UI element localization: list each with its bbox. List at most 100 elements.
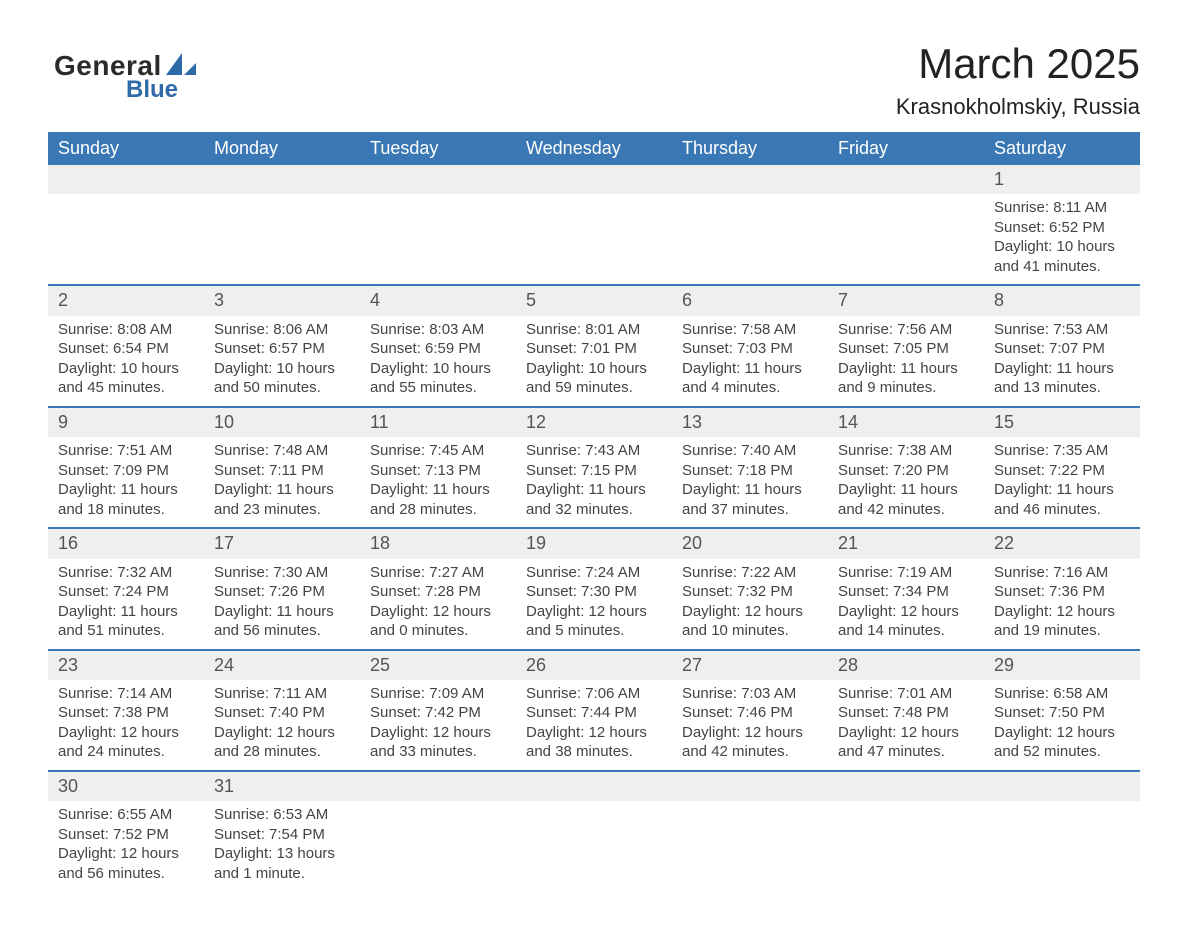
day-number bbox=[828, 165, 984, 194]
day-number: 28 bbox=[828, 650, 984, 680]
day-details bbox=[516, 801, 672, 891]
day-details bbox=[360, 801, 516, 891]
day-number: 9 bbox=[48, 407, 204, 437]
day-number bbox=[984, 771, 1140, 801]
day-details: Sunrise: 7:16 AMSunset: 7:36 PMDaylight:… bbox=[984, 559, 1140, 650]
day-details: Sunrise: 8:06 AMSunset: 6:57 PMDaylight:… bbox=[204, 316, 360, 407]
day-number bbox=[516, 771, 672, 801]
day-details: Sunrise: 7:06 AMSunset: 7:44 PMDaylight:… bbox=[516, 680, 672, 771]
day-number: 5 bbox=[516, 285, 672, 315]
column-header: Wednesday bbox=[516, 132, 672, 165]
day-number: 2 bbox=[48, 285, 204, 315]
title-block: March 2025 Krasnokholmskiy, Russia bbox=[896, 40, 1140, 120]
day-details: Sunrise: 7:01 AMSunset: 7:48 PMDaylight:… bbox=[828, 680, 984, 771]
day-number: 16 bbox=[48, 528, 204, 558]
day-number: 1 bbox=[984, 165, 1140, 194]
day-details: Sunrise: 7:38 AMSunset: 7:20 PMDaylight:… bbox=[828, 437, 984, 528]
day-details: Sunrise: 7:14 AMSunset: 7:38 PMDaylight:… bbox=[48, 680, 204, 771]
day-details bbox=[360, 194, 516, 285]
day-number: 30 bbox=[48, 771, 204, 801]
column-header: Thursday bbox=[672, 132, 828, 165]
day-number: 26 bbox=[516, 650, 672, 680]
day-details: Sunrise: 7:32 AMSunset: 7:24 PMDaylight:… bbox=[48, 559, 204, 650]
day-details: Sunrise: 7:19 AMSunset: 7:34 PMDaylight:… bbox=[828, 559, 984, 650]
day-number: 23 bbox=[48, 650, 204, 680]
daynum-row: 23242526272829 bbox=[48, 650, 1140, 680]
column-header: Saturday bbox=[984, 132, 1140, 165]
day-number: 8 bbox=[984, 285, 1140, 315]
day-details bbox=[828, 801, 984, 891]
day-details bbox=[672, 194, 828, 285]
day-details: Sunrise: 6:58 AMSunset: 7:50 PMDaylight:… bbox=[984, 680, 1140, 771]
day-number: 7 bbox=[828, 285, 984, 315]
day-details: Sunrise: 8:03 AMSunset: 6:59 PMDaylight:… bbox=[360, 316, 516, 407]
daynum-row: 3031 bbox=[48, 771, 1140, 801]
day-number: 6 bbox=[672, 285, 828, 315]
daynum-row: 9101112131415 bbox=[48, 407, 1140, 437]
day-number: 3 bbox=[204, 285, 360, 315]
day-details: Sunrise: 7:22 AMSunset: 7:32 PMDaylight:… bbox=[672, 559, 828, 650]
column-header: Friday bbox=[828, 132, 984, 165]
details-row: Sunrise: 7:14 AMSunset: 7:38 PMDaylight:… bbox=[48, 680, 1140, 771]
column-header: Tuesday bbox=[360, 132, 516, 165]
details-row: Sunrise: 7:51 AMSunset: 7:09 PMDaylight:… bbox=[48, 437, 1140, 528]
day-details: Sunrise: 7:30 AMSunset: 7:26 PMDaylight:… bbox=[204, 559, 360, 650]
day-details: Sunrise: 6:55 AMSunset: 7:52 PMDaylight:… bbox=[48, 801, 204, 891]
day-details bbox=[516, 194, 672, 285]
day-details: Sunrise: 6:53 AMSunset: 7:54 PMDaylight:… bbox=[204, 801, 360, 891]
details-row: Sunrise: 6:55 AMSunset: 7:52 PMDaylight:… bbox=[48, 801, 1140, 891]
day-details bbox=[204, 194, 360, 285]
day-number: 27 bbox=[672, 650, 828, 680]
day-details: Sunrise: 7:56 AMSunset: 7:05 PMDaylight:… bbox=[828, 316, 984, 407]
day-number bbox=[516, 165, 672, 194]
logo: General Blue bbox=[54, 50, 196, 104]
calendar-header-row: Sunday Monday Tuesday Wednesday Thursday… bbox=[48, 132, 1140, 165]
day-number: 29 bbox=[984, 650, 1140, 680]
day-details: Sunrise: 8:01 AMSunset: 7:01 PMDaylight:… bbox=[516, 316, 672, 407]
page-subtitle: Krasnokholmskiy, Russia bbox=[896, 94, 1140, 120]
day-number bbox=[360, 771, 516, 801]
day-details: Sunrise: 7:51 AMSunset: 7:09 PMDaylight:… bbox=[48, 437, 204, 528]
day-details: Sunrise: 7:48 AMSunset: 7:11 PMDaylight:… bbox=[204, 437, 360, 528]
day-details: Sunrise: 7:09 AMSunset: 7:42 PMDaylight:… bbox=[360, 680, 516, 771]
daynum-row: 1 bbox=[48, 165, 1140, 194]
day-details: Sunrise: 7:35 AMSunset: 7:22 PMDaylight:… bbox=[984, 437, 1140, 528]
details-row: Sunrise: 8:11 AMSunset: 6:52 PMDaylight:… bbox=[48, 194, 1140, 285]
day-number: 24 bbox=[204, 650, 360, 680]
daynum-row: 16171819202122 bbox=[48, 528, 1140, 558]
column-header: Monday bbox=[204, 132, 360, 165]
day-details: Sunrise: 7:03 AMSunset: 7:46 PMDaylight:… bbox=[672, 680, 828, 771]
day-details: Sunrise: 7:27 AMSunset: 7:28 PMDaylight:… bbox=[360, 559, 516, 650]
day-number: 31 bbox=[204, 771, 360, 801]
logo-text-blue: Blue bbox=[126, 76, 178, 104]
column-header: Sunday bbox=[48, 132, 204, 165]
day-number: 25 bbox=[360, 650, 516, 680]
day-number bbox=[48, 165, 204, 194]
day-number: 13 bbox=[672, 407, 828, 437]
day-details: Sunrise: 7:24 AMSunset: 7:30 PMDaylight:… bbox=[516, 559, 672, 650]
day-number bbox=[360, 165, 516, 194]
day-details: Sunrise: 8:08 AMSunset: 6:54 PMDaylight:… bbox=[48, 316, 204, 407]
day-details: Sunrise: 7:40 AMSunset: 7:18 PMDaylight:… bbox=[672, 437, 828, 528]
day-number bbox=[204, 165, 360, 194]
day-number: 11 bbox=[360, 407, 516, 437]
day-number: 14 bbox=[828, 407, 984, 437]
day-details bbox=[48, 194, 204, 285]
day-number: 19 bbox=[516, 528, 672, 558]
page-title: March 2025 bbox=[896, 40, 1140, 88]
day-number: 12 bbox=[516, 407, 672, 437]
day-details: Sunrise: 7:45 AMSunset: 7:13 PMDaylight:… bbox=[360, 437, 516, 528]
day-details: Sunrise: 7:11 AMSunset: 7:40 PMDaylight:… bbox=[204, 680, 360, 771]
day-number: 4 bbox=[360, 285, 516, 315]
day-details: Sunrise: 7:43 AMSunset: 7:15 PMDaylight:… bbox=[516, 437, 672, 528]
logo-sail-icon bbox=[166, 53, 196, 75]
day-number bbox=[828, 771, 984, 801]
day-details: Sunrise: 8:11 AMSunset: 6:52 PMDaylight:… bbox=[984, 194, 1140, 285]
day-number bbox=[672, 771, 828, 801]
details-row: Sunrise: 7:32 AMSunset: 7:24 PMDaylight:… bbox=[48, 559, 1140, 650]
day-number bbox=[672, 165, 828, 194]
day-details bbox=[672, 801, 828, 891]
day-number: 21 bbox=[828, 528, 984, 558]
day-number: 10 bbox=[204, 407, 360, 437]
day-number: 15 bbox=[984, 407, 1140, 437]
